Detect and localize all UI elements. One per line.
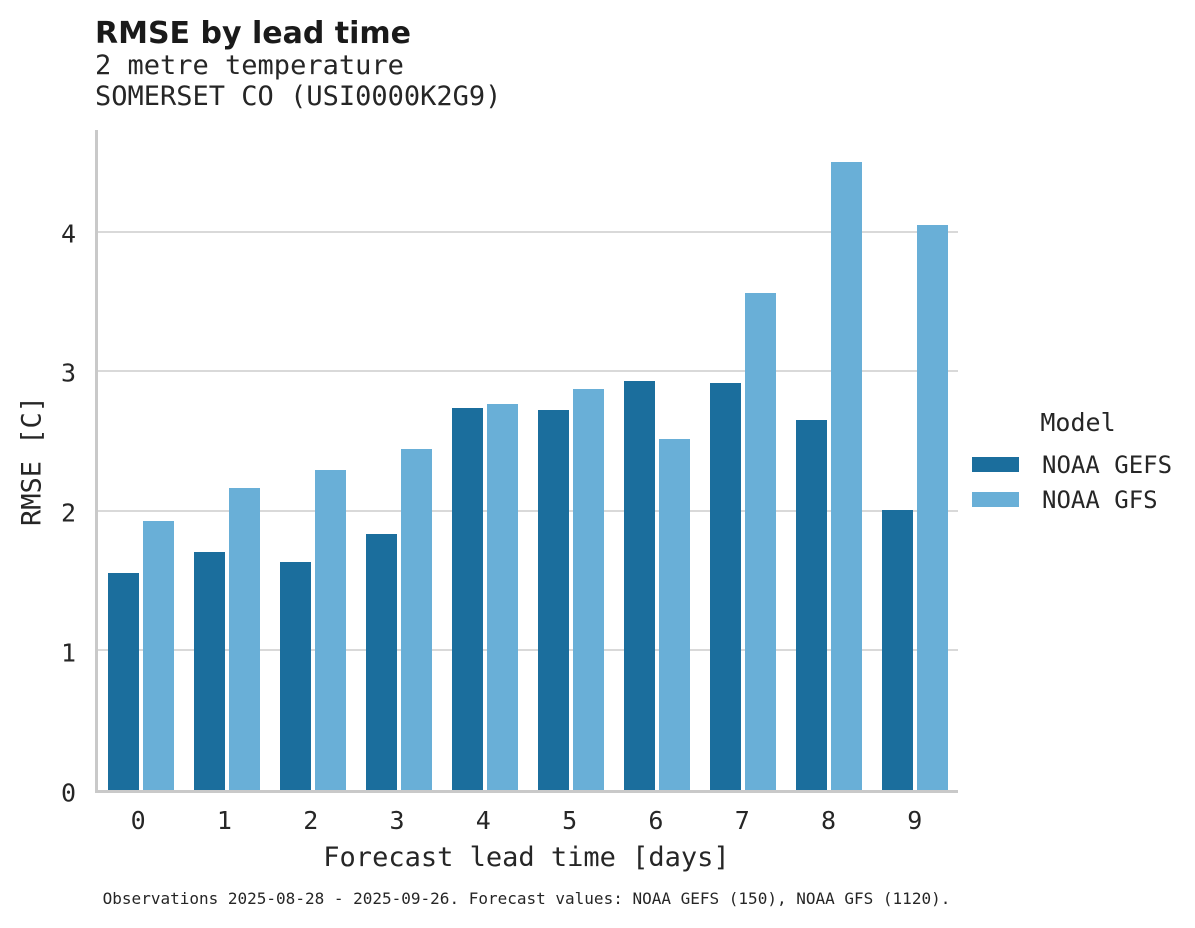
legend-label-noaa-gfs: NOAA GFS (1042, 485, 1158, 514)
bar-noaa-gefs-lead-2 (280, 561, 311, 790)
gridline-3 (98, 370, 958, 373)
gridline-4 (98, 231, 958, 234)
bar-noaa-gfs-lead-6 (659, 439, 690, 790)
bar-noaa-gfs-lead-3 (401, 448, 432, 790)
bar-noaa-gefs-lead-1 (194, 551, 225, 790)
x-tick-label-2: 2 (303, 806, 319, 835)
y-axis-ticks: 0 1 2 3 4 (0, 130, 76, 805)
bar-group-5 (528, 130, 614, 790)
chart-subtitle-line1: 2 metre temperature (95, 50, 404, 81)
y-tick-label-0: 0 (60, 778, 76, 808)
chart-subtitle-line2: SOMERSET CO (USI0000K2G9) (95, 81, 502, 112)
x-tick-label-3: 3 (389, 806, 405, 835)
plot-area (95, 130, 958, 793)
bar-noaa-gfs-lead-7 (745, 292, 776, 790)
bar-group-3 (356, 130, 442, 790)
caption: Observations 2025-08-28 - 2025-09-26. Fo… (102, 889, 951, 908)
x-tick-label-4: 4 (475, 806, 491, 835)
legend-title: Model (1040, 408, 1116, 437)
legend-label-noaa-gefs: NOAA GEFS (1042, 450, 1173, 479)
bar-noaa-gfs-lead-0 (143, 521, 174, 790)
gridlines (98, 130, 958, 790)
x-tick-label-5: 5 (562, 806, 578, 835)
bar-noaa-gefs-lead-6 (624, 380, 655, 790)
bar-group-1 (184, 130, 270, 790)
bar-noaa-gfs-lead-5 (573, 389, 604, 790)
x-axis-ticks: 0 1 2 3 4 5 6 7 8 9 (95, 806, 958, 835)
x-tick-label-7: 7 (734, 806, 750, 835)
bar-noaa-gefs-lead-8 (796, 419, 827, 790)
bar-group-7 (700, 130, 786, 790)
bar-group-8 (786, 130, 872, 790)
bar-group-6 (614, 130, 700, 790)
x-tick-label-1: 1 (216, 806, 232, 835)
bar-noaa-gefs-lead-7 (710, 383, 741, 790)
y-tick-label-4: 4 (60, 219, 76, 249)
legend-swatch-noaa-gefs (972, 457, 1019, 472)
bar-noaa-gefs-lead-3 (366, 533, 397, 790)
gridline-2 (98, 509, 958, 512)
legend: Model NOAA GEFS NOAA GFS (972, 408, 1184, 517)
legend-item-noaa-gfs: NOAA GFS (972, 482, 1184, 517)
x-tick-label-6: 6 (648, 806, 664, 835)
bar-noaa-gfs-lead-9 (917, 224, 948, 790)
x-axis-title: Forecast lead time [days] (323, 842, 730, 873)
bars-layer (98, 130, 958, 790)
x-tick-label-8: 8 (820, 806, 837, 835)
bar-group-0 (98, 130, 184, 790)
x-tick-label-0: 0 (130, 806, 146, 835)
bar-noaa-gefs-lead-9 (882, 510, 913, 790)
y-tick-label-1: 1 (60, 638, 76, 668)
bar-group-2 (270, 130, 356, 790)
bar-noaa-gfs-lead-2 (315, 469, 346, 790)
y-tick-label-3: 3 (60, 358, 76, 388)
bar-noaa-gefs-lead-0 (108, 572, 139, 790)
chart-subtitle: 2 metre temperature SOMERSET CO (USI0000… (95, 50, 501, 112)
gridline-1 (98, 648, 958, 651)
chart-title: RMSE by lead time (95, 16, 411, 51)
bar-noaa-gfs-lead-4 (487, 404, 518, 790)
bar-noaa-gefs-lead-5 (538, 409, 569, 790)
bar-noaa-gfs-lead-8 (831, 162, 862, 790)
bar-noaa-gefs-lead-4 (452, 408, 483, 790)
x-tick-label-9: 9 (907, 806, 923, 835)
bar-group-9 (872, 130, 958, 790)
legend-item-noaa-gefs: NOAA GEFS (972, 447, 1184, 482)
legend-swatch-noaa-gfs (972, 492, 1019, 507)
y-tick-label-2: 2 (60, 498, 76, 528)
bar-group-4 (442, 130, 528, 790)
bar-noaa-gfs-lead-1 (229, 487, 260, 790)
